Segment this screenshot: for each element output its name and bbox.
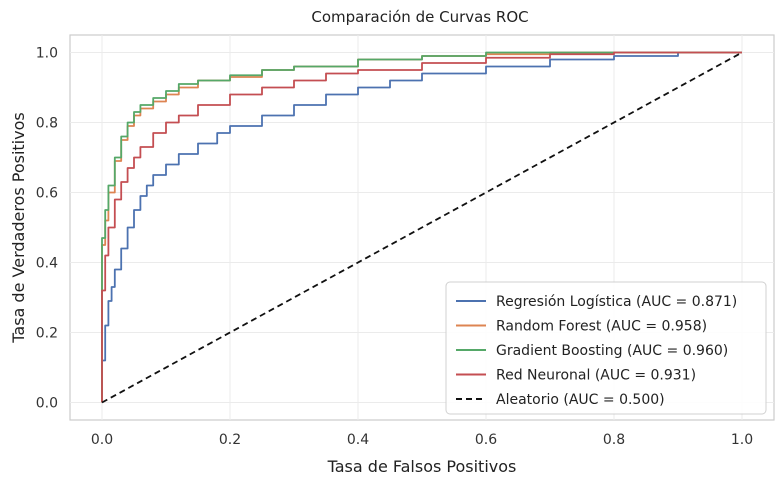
x-axis-title: Tasa de Falsos Positivos xyxy=(327,457,517,476)
legend-label: Regresión Logística (AUC = 0.871) xyxy=(496,294,737,310)
tick-labels: 0.0 0.2 0.4 0.6 0.8 1.0 0.0 0.2 0.4 0.6 0.8 1.0 xyxy=(36,46,753,449)
legend-label: Random Forest (AUC = 0.958) xyxy=(496,319,707,335)
x-tick-label: 0.6 xyxy=(475,432,497,448)
series-line-4 xyxy=(101,51,743,404)
plot-frame xyxy=(69,34,775,421)
chart-title: Comparación de Curvas ROC xyxy=(311,8,528,26)
y-tick-label: 0.2 xyxy=(36,326,58,342)
series-lines xyxy=(101,51,743,404)
series-line-3 xyxy=(101,51,742,403)
x-tick-label: 1.0 xyxy=(731,432,753,448)
y-tick-label: 0.0 xyxy=(36,396,58,412)
x-tick-label: 0.0 xyxy=(91,432,113,448)
legend-box xyxy=(445,281,767,415)
x-tick-label: 0.2 xyxy=(219,432,241,448)
y-tick-label: 0.4 xyxy=(36,256,58,272)
x-tick-label: 0.4 xyxy=(347,432,369,448)
legend: Regresión Logística (AUC = 0.871) Random … xyxy=(445,281,767,415)
y-axis-title: Tasa de Verdaderos Positivos xyxy=(9,112,28,343)
legend-label: Red Neuronal (AUC = 0.931) xyxy=(496,368,696,384)
y-tick-label: 0.6 xyxy=(36,186,58,202)
series-line-2 xyxy=(101,51,742,403)
legend-label: Aleatorio (AUC = 0.500) xyxy=(496,392,665,408)
y-tick-label: 1.0 xyxy=(36,46,58,62)
x-tick-label: 0.8 xyxy=(603,432,625,448)
y-tick-label: 0.8 xyxy=(36,116,58,132)
legend-label: Gradient Boosting (AUC = 0.960) xyxy=(496,343,728,359)
series-line-0 xyxy=(101,51,742,403)
